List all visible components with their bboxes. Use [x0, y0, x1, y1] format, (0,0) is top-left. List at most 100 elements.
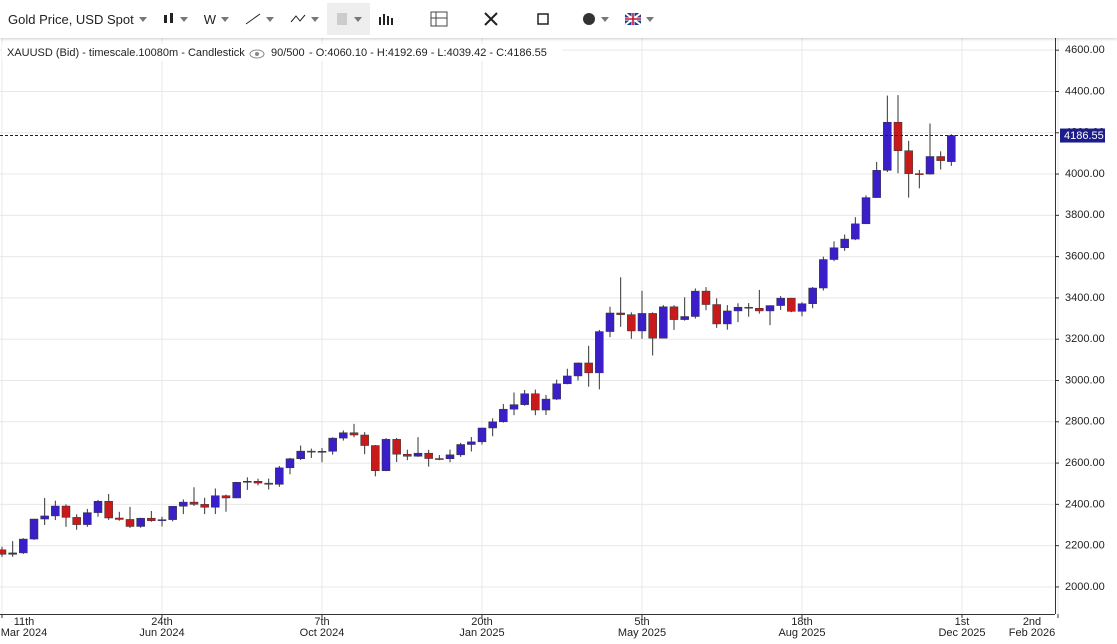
draw-button[interactable]	[237, 3, 282, 35]
candle-body	[285, 458, 295, 469]
icon	[163, 13, 173, 23]
icon	[290, 14, 306, 23]
candle-body	[72, 517, 81, 525]
header-bg	[2, 44, 562, 61]
x-tick-label: Feb 2026	[1009, 627, 1055, 639]
theme-button[interactable]	[574, 3, 617, 35]
x-tick-label: 1st	[955, 616, 970, 628]
candle-body	[403, 453, 412, 457]
candle-body	[157, 519, 167, 521]
candle-body	[104, 501, 113, 519]
symbol: Gold Price, USD Spot	[8, 11, 134, 27]
candle-body	[915, 173, 924, 175]
candle-body	[371, 445, 380, 471]
candle-body	[883, 121, 892, 171]
candle-body	[211, 495, 220, 508]
icon	[625, 13, 641, 25]
candle-body	[648, 313, 657, 339]
candle-body	[168, 505, 177, 520]
candle-body	[563, 375, 572, 385]
x-tick-label: 20th	[471, 616, 492, 628]
y-tick-label: 2000.00	[1065, 581, 1105, 593]
candle-body	[872, 170, 881, 198]
ohlc-info: - O:4060.10 - H:4192.69 - L:4039.42 - C:…	[309, 47, 547, 59]
candle-body	[851, 223, 860, 240]
language-button[interactable]	[617, 3, 662, 35]
candle-body	[307, 450, 316, 453]
candle-body	[744, 306, 753, 309]
icon	[537, 13, 549, 25]
candle-body	[691, 290, 700, 317]
candle-body	[509, 404, 519, 410]
y-tick-label: 3600.00	[1065, 251, 1105, 263]
interval: W	[203, 11, 216, 27]
candle-body	[936, 156, 945, 161]
x-tick-label: Mar 2024	[1, 627, 47, 639]
candle-body	[413, 452, 423, 457]
fullscreen-button[interactable]	[476, 3, 506, 35]
x-tick-label: Aug 2025	[778, 627, 825, 639]
disabled-button[interactable]	[327, 3, 370, 35]
candle-body	[520, 393, 529, 405]
chart-type-button[interactable]	[155, 3, 196, 35]
x-tick-label: Jan 2025	[459, 627, 504, 639]
candle-body	[253, 481, 263, 484]
interval-select[interactable]: W	[196, 3, 237, 35]
candle-body	[61, 505, 71, 518]
candle-body	[83, 512, 92, 525]
candle-body	[424, 452, 433, 459]
y-tick-label: 3800.00	[1065, 209, 1105, 221]
x-tick-label: Oct 2024	[300, 627, 345, 639]
x-tick-label: Dec 2025	[938, 627, 985, 639]
candle-body	[669, 306, 679, 320]
candle-body	[925, 156, 935, 175]
x-tick-label: Jun 2024	[139, 627, 184, 639]
candle-body	[893, 121, 903, 151]
last-price-label: 4186.55	[1064, 130, 1104, 142]
candle-body	[317, 451, 327, 453]
fit-button[interactable]	[528, 3, 558, 35]
icon	[484, 12, 498, 26]
y-tick-label: 2800.00	[1065, 416, 1105, 428]
candle-body	[787, 297, 796, 312]
candle-body	[467, 441, 476, 445]
x-tick-label: 24th	[151, 616, 172, 628]
icon	[379, 14, 393, 25]
candle-body	[573, 362, 583, 377]
y-tick-label: 2400.00	[1065, 498, 1105, 510]
x-tick-label: 5th	[634, 616, 649, 628]
y-tick-label: 2600.00	[1065, 457, 1105, 469]
candle-body	[595, 331, 604, 374]
volume-button[interactable]	[370, 3, 402, 35]
candle-body	[179, 501, 188, 507]
candle-body	[381, 439, 391, 471]
indicator-button[interactable]	[282, 3, 327, 35]
candle-body	[627, 314, 636, 332]
x-tick-label: 2nd	[1023, 616, 1041, 628]
count: 90/500	[271, 47, 305, 59]
candle-body	[29, 518, 39, 540]
candle-body	[947, 135, 956, 162]
candle-body	[755, 307, 764, 312]
candle-body	[136, 517, 145, 527]
candle-body	[477, 427, 487, 443]
candle-body	[392, 439, 401, 455]
candle-body	[733, 306, 743, 312]
eye-icon[interactable]	[249, 49, 265, 59]
grid	[0, 38, 1059, 614]
candle-body	[712, 304, 721, 325]
crosshair-button[interactable]	[422, 3, 456, 35]
candles	[0, 95, 956, 557]
candle-body	[243, 481, 252, 483]
candle-body	[339, 432, 348, 439]
symbol-select[interactable]: Gold Price, USD Spot	[0, 3, 155, 35]
candle-body	[189, 501, 199, 505]
y-tick-label: 4600.00	[1065, 44, 1105, 56]
candle-body	[200, 504, 209, 508]
candle-body	[584, 362, 593, 374]
candle-body	[147, 517, 156, 521]
candle-body	[51, 505, 60, 517]
candle-body	[221, 495, 231, 499]
